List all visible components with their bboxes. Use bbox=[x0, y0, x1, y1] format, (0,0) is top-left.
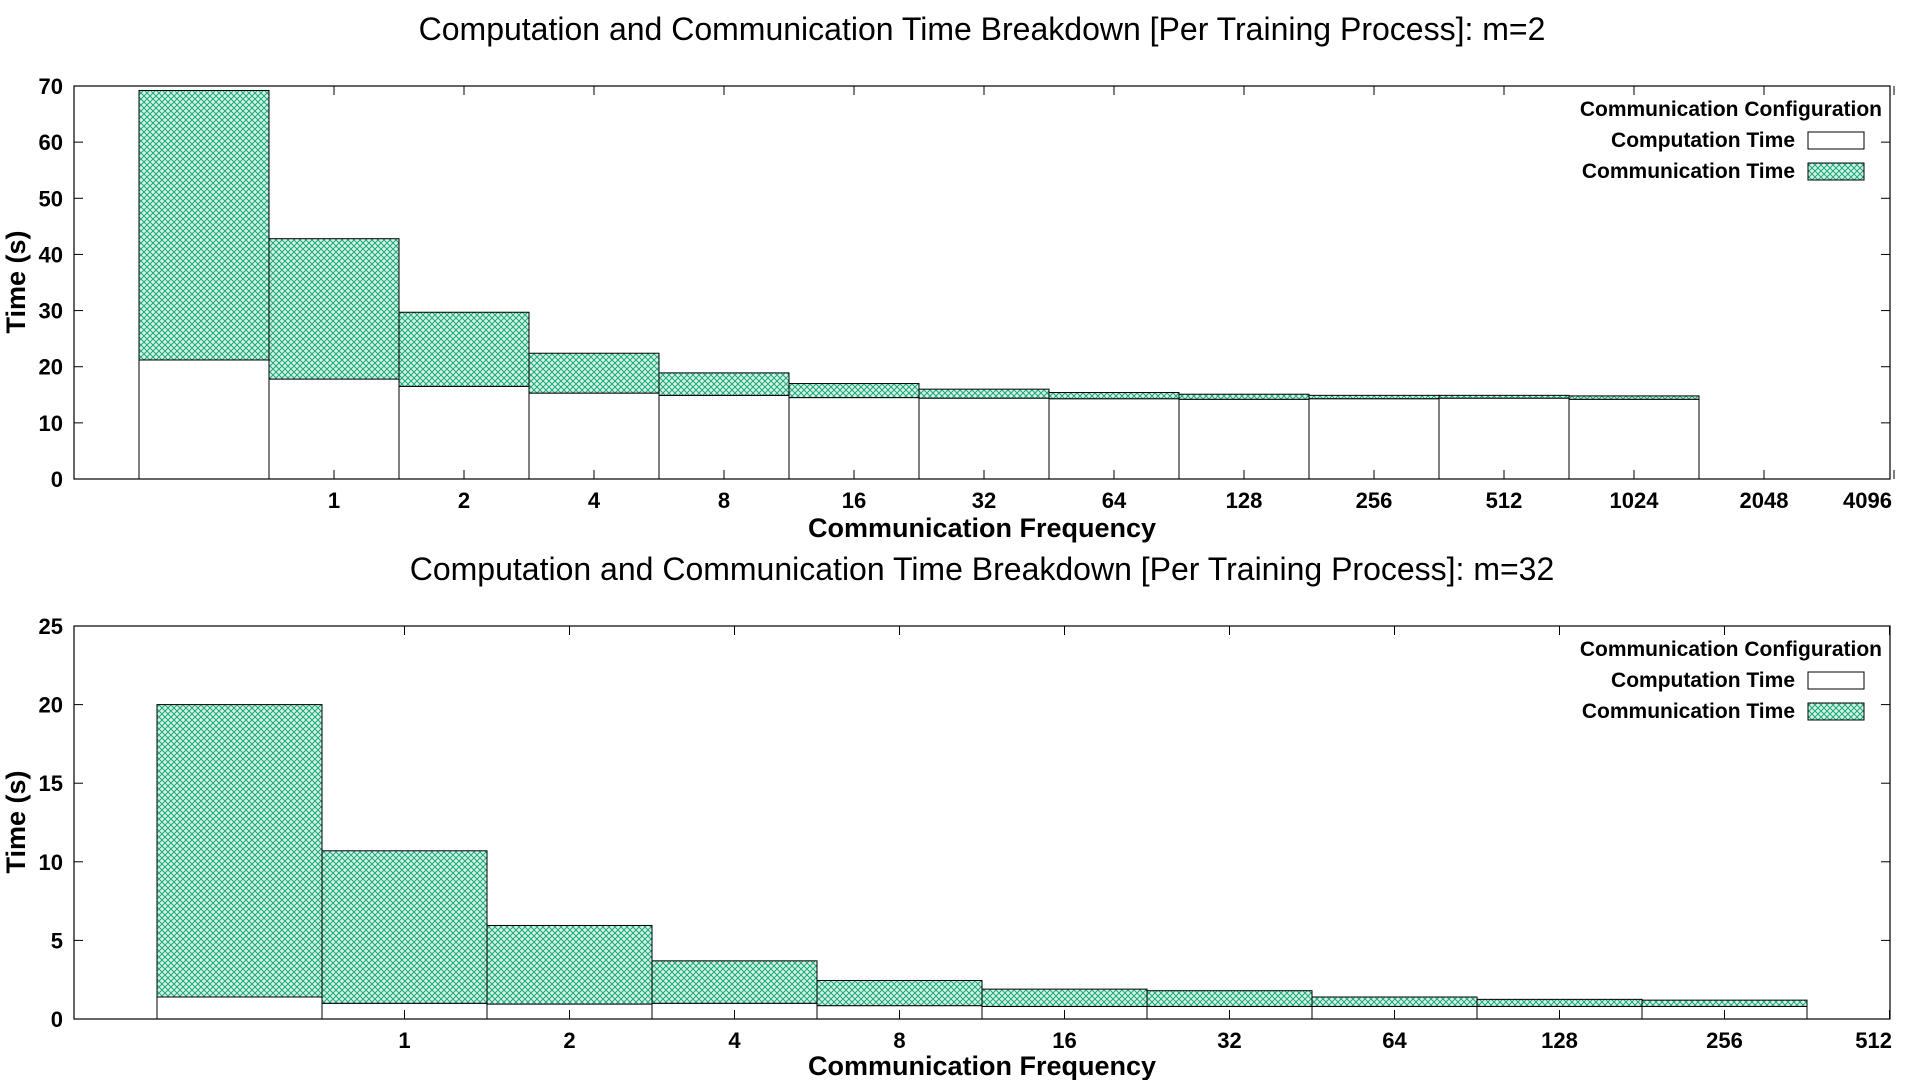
bar-communication bbox=[156, 704, 323, 998]
x-tick-label: 64 bbox=[1382, 1028, 1407, 1053]
y-tick-label: 10 bbox=[39, 850, 63, 875]
x-axis-label: Communication Frequency bbox=[808, 1051, 1156, 1080]
y-tick-label: 70 bbox=[39, 74, 63, 99]
bar-communication bbox=[651, 960, 818, 1004]
x-tick-label: 16 bbox=[842, 488, 866, 513]
bar-communication bbox=[528, 352, 660, 394]
bar-communication bbox=[1146, 990, 1313, 1007]
legend-swatch-computation bbox=[1807, 671, 1865, 690]
x-tick-label: 64 bbox=[1102, 488, 1127, 513]
x-tick-label: 1 bbox=[398, 1028, 410, 1053]
y-axis-label: Time (s) bbox=[1, 230, 31, 333]
bar-computation bbox=[918, 397, 1050, 480]
bar-communication bbox=[1178, 393, 1310, 400]
x-tick-label: 2048 bbox=[1740, 488, 1789, 513]
bar-communication bbox=[1311, 996, 1478, 1007]
x-tick-label: 256 bbox=[1356, 488, 1393, 513]
y-tick-label: 40 bbox=[39, 242, 63, 267]
marks-layer bbox=[138, 89, 1700, 480]
x-tick-label: 512 bbox=[1486, 488, 1523, 513]
bar-communication bbox=[1438, 394, 1570, 399]
x-tick-label: 32 bbox=[1217, 1028, 1241, 1053]
legend-label-communication: Communication Time bbox=[1582, 160, 1795, 183]
x-tick-label: 1024 bbox=[1610, 488, 1660, 513]
bar-communication bbox=[268, 238, 400, 380]
bar-computation bbox=[398, 385, 530, 480]
legend: Communication Configuration Computation … bbox=[1580, 638, 1882, 723]
x-tick-label: 1 bbox=[328, 488, 340, 513]
marks-layer bbox=[156, 704, 1808, 1020]
chart-m32: Computation and Communication Time Break… bbox=[1, 551, 1892, 1080]
bar-communication bbox=[658, 372, 790, 396]
plot-frame bbox=[73, 625, 1891, 1020]
bar-computation bbox=[788, 397, 920, 480]
x-tick-label: 8 bbox=[893, 1028, 905, 1053]
x-tick-label: 4 bbox=[728, 1028, 741, 1053]
bar-communication bbox=[1476, 998, 1643, 1007]
bar-communication bbox=[788, 383, 920, 399]
x-tick-label: 2 bbox=[458, 488, 470, 513]
y-axis-label: Time (s) bbox=[1, 770, 31, 873]
y-tick-label: 60 bbox=[39, 130, 63, 155]
bar-computation bbox=[1568, 398, 1700, 480]
plot-frame bbox=[73, 85, 1891, 480]
bar-communication bbox=[1641, 999, 1808, 1007]
bar-computation bbox=[1048, 398, 1180, 480]
bar-computation bbox=[268, 378, 400, 480]
bar-computation bbox=[138, 359, 270, 480]
bar-communication bbox=[138, 89, 270, 361]
y-tick-label: 10 bbox=[39, 411, 63, 436]
bar-computation bbox=[1178, 398, 1310, 480]
bar-communication bbox=[981, 988, 1148, 1007]
bar-communication bbox=[816, 979, 983, 1007]
y-tick-label: 20 bbox=[39, 693, 63, 718]
x-tick-label: 4 bbox=[588, 488, 601, 513]
legend-label-computation: Computation Time bbox=[1611, 129, 1795, 152]
bar-communication bbox=[321, 850, 488, 1004]
bar-computation bbox=[658, 394, 790, 480]
x-tick-label: 32 bbox=[972, 488, 996, 513]
ticks-layer: 0 10 20 30 40 50 60 70 1 2 4 8 16 32 64 128 256 512 1024 20… bbox=[39, 74, 1895, 513]
bar-communication bbox=[1048, 392, 1180, 400]
legend-title: Communication Configuration bbox=[1580, 638, 1882, 661]
y-tick-label: 25 bbox=[39, 614, 63, 639]
chart-title: Computation and Communication Time Break… bbox=[419, 11, 1546, 47]
legend-swatch-communication bbox=[1807, 162, 1865, 181]
y-tick-label: 15 bbox=[39, 771, 63, 796]
y-tick-label: 0 bbox=[51, 467, 63, 492]
bar-communication bbox=[486, 924, 653, 1005]
y-tick-label: 50 bbox=[39, 186, 63, 211]
bar-communication bbox=[918, 388, 1050, 399]
x-tick-label: 4096 bbox=[1843, 488, 1892, 513]
legend: Communication Configuration Computation … bbox=[1580, 98, 1882, 183]
chart-m2: Computation and Communication Time Break… bbox=[1, 11, 1895, 543]
x-tick-label: 128 bbox=[1541, 1028, 1578, 1053]
legend-label-computation: Computation Time bbox=[1611, 669, 1795, 692]
y-tick-label: 0 bbox=[51, 1007, 63, 1032]
bar-computation bbox=[156, 996, 323, 1020]
bar-computation bbox=[1438, 397, 1570, 480]
y-tick-label: 30 bbox=[39, 299, 63, 324]
bar-communication bbox=[1308, 394, 1440, 400]
x-axis-label: Communication Frequency bbox=[808, 513, 1156, 543]
x-tick-label: 8 bbox=[718, 488, 730, 513]
x-tick-label: 16 bbox=[1052, 1028, 1076, 1053]
legend-title: Communication Configuration bbox=[1580, 98, 1882, 121]
legend-swatch-computation bbox=[1807, 131, 1865, 150]
x-tick-label: 2 bbox=[563, 1028, 575, 1053]
x-tick-label: 256 bbox=[1706, 1028, 1743, 1053]
y-tick-label: 20 bbox=[39, 355, 63, 380]
legend-swatch-communication bbox=[1807, 702, 1865, 721]
y-tick-label: 5 bbox=[51, 928, 63, 953]
ticks-layer: 0 5 10 15 20 25 1 2 4 8 16 32 64 128 256 512 bbox=[39, 614, 1892, 1053]
bar-communication bbox=[398, 311, 530, 387]
legend-label-communication: Communication Time bbox=[1582, 700, 1795, 723]
bar-computation bbox=[528, 392, 660, 480]
x-tick-label: 512 bbox=[1855, 1028, 1892, 1053]
chart-title: Computation and Communication Time Break… bbox=[410, 551, 1555, 587]
bar-communication bbox=[1568, 395, 1700, 400]
x-tick-label: 128 bbox=[1226, 488, 1263, 513]
bar-computation bbox=[1308, 398, 1440, 480]
